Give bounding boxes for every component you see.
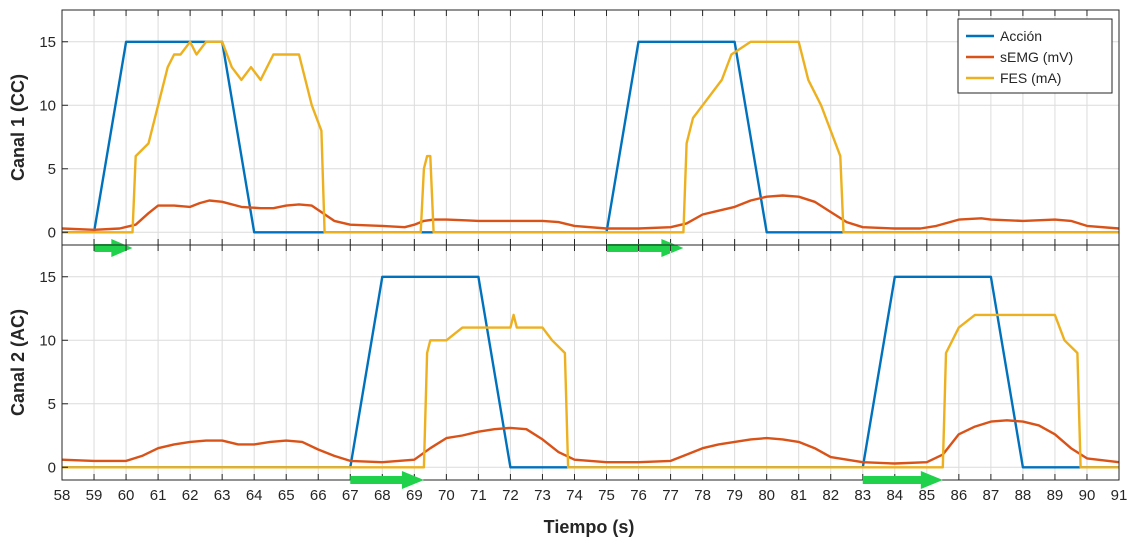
x-tick-label: 64 [246, 487, 263, 504]
x-tick-label: 61 [150, 487, 167, 504]
x-tick-label: 78 [694, 487, 711, 504]
legend-entry-accion: Acción [1000, 28, 1042, 44]
green-arrow [606, 239, 684, 257]
canal-2-panel: 0 5 10 15 Canal 2 (AC) [8, 244, 1120, 489]
canal-2-y-axis-title: Canal 2 (AC) [8, 309, 28, 416]
canal-1-y-axis-title: Canal 1 (CC) [8, 74, 28, 181]
legend-entry-fes: FES (mA) [1000, 70, 1061, 86]
y-tick-label: 15 [39, 34, 56, 51]
canal-1-series-accion [62, 40, 1119, 234]
x-tick-label: 82 [822, 487, 839, 504]
canal-1-series-fes [62, 40, 1119, 234]
legend-entry-semg: sEMG (mV) [1000, 49, 1073, 65]
legend: Acción sEMG (mV) FES (mA) [957, 18, 1113, 94]
x-tick-label: 73 [534, 487, 551, 504]
x-tick-label: 72 [502, 487, 519, 504]
x-tick-label: 80 [758, 487, 775, 504]
x-tick-label: 83 [854, 487, 871, 504]
x-tick-label: 85 [918, 487, 935, 504]
x-tick-label: 75 [598, 487, 615, 504]
x-tick-label: 65 [278, 487, 295, 504]
y-tick-label: 5 [48, 396, 56, 413]
x-tick-label: 90 [1079, 487, 1096, 504]
x-tick-label: 69 [406, 487, 423, 504]
green-arrow [94, 239, 133, 257]
y-tick-label: 15 [39, 269, 56, 286]
canal-2-series-fes [62, 313, 1119, 469]
x-tick-label: 68 [374, 487, 391, 504]
green-arrow [862, 471, 943, 489]
y-tick-label: 0 [48, 459, 56, 476]
x-tick-label: 60 [118, 487, 135, 504]
green-arrow [350, 471, 424, 489]
x-tick-label: 81 [790, 487, 807, 504]
x-tick-label: 76 [630, 487, 647, 504]
x-tick-label: 70 [438, 487, 455, 504]
x-tick-label: 91 [1111, 487, 1128, 504]
x-tick-label: 66 [310, 487, 327, 504]
x-tick-label: 77 [662, 487, 679, 504]
x-tick-label: 84 [886, 487, 903, 504]
y-tick-label: 10 [39, 97, 56, 114]
y-tick-label: 10 [39, 332, 56, 349]
x-tick-label: 74 [566, 487, 583, 504]
y-tick-label: 5 [48, 161, 56, 178]
canal-2-series-semg [61, 419, 1120, 465]
x-tick-label: 88 [1015, 487, 1032, 504]
x-axis-title: Tiempo (s) [544, 517, 635, 537]
x-tick-label: 86 [951, 487, 968, 504]
x-tick-label: 89 [1047, 487, 1064, 504]
x-tick-label: 58 [54, 487, 71, 504]
canal-2-series-accion [62, 275, 1119, 469]
x-tick-label: 71 [470, 487, 487, 504]
canal-1-panel: 0 5 10 15 Canal 1 (CC) [8, 9, 1120, 257]
canal-2-grid [61, 245, 1120, 480]
canal-2-axes-box [61, 244, 1120, 481]
y-tick-label: 0 [48, 224, 56, 241]
x-tick-label: 87 [983, 487, 1000, 504]
canal-1-series-semg [61, 194, 1120, 232]
x-tick-label: 67 [342, 487, 359, 504]
x-tick-label: 59 [86, 487, 103, 504]
x-tick-label: 62 [182, 487, 199, 504]
x-tick-label: 79 [726, 487, 743, 504]
x-tick-labels: 58 59 60 61 62 63 64 65 66 67 68 69 70 71 72 73 74 75 76 77… [54, 487, 1128, 504]
x-tick-label: 63 [214, 487, 231, 504]
chart-panels: 0 5 10 15 Canal 1 (CC) 0 5 10 15 Canal 2 (AC) 58 59… [8, 9, 1128, 504]
